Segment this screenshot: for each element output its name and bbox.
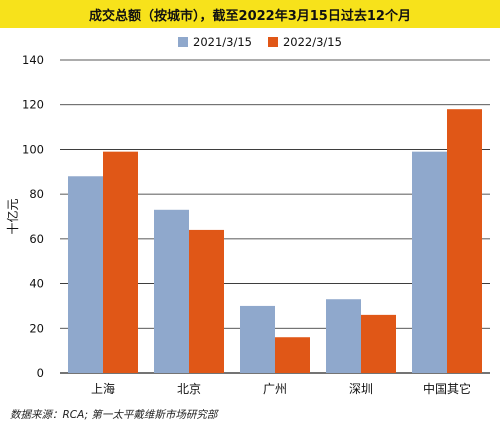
y-axis-label: 十亿元 — [5, 198, 20, 234]
legend-swatch-2022 — [267, 37, 278, 47]
bar-2022 — [275, 337, 310, 373]
legend: 2021/3/15 2022/3/15 — [178, 34, 358, 50]
legend-item-2021: 2021/3/15 — [178, 35, 252, 49]
legend-label-2021: 2021/3/15 — [193, 35, 252, 49]
x-tick-label: 北京 — [177, 382, 201, 396]
y-tick-label: 20 — [29, 321, 44, 335]
bar-2021 — [154, 209, 189, 373]
chart-title: 成交总额（按城市），截至2022年3月15日过去12个月 — [89, 9, 411, 24]
y-tick-label: 100 — [22, 142, 44, 156]
bar-2022 — [103, 151, 138, 373]
bar-2021 — [68, 176, 103, 373]
bar-2022 — [189, 229, 224, 373]
bar-2021 — [412, 151, 447, 373]
y-tick-label: 120 — [22, 98, 44, 112]
bar-2022 — [447, 109, 482, 373]
bar-2021 — [326, 299, 361, 373]
bar-2022 — [361, 314, 396, 373]
x-tick-label: 上海 — [91, 381, 115, 396]
x-tick-label: 深圳 — [349, 382, 373, 396]
legend-swatch-2021 — [178, 37, 188, 47]
bar-2021 — [240, 305, 275, 373]
x-tick-label: 广州 — [263, 382, 287, 396]
y-tick-label: 40 — [29, 277, 44, 291]
y-tick-label: 0 — [37, 366, 44, 380]
y-tick-label: 60 — [29, 232, 44, 246]
y-tick-label: 80 — [29, 187, 44, 201]
x-tick-label: 中国其它 — [423, 381, 471, 396]
source-note: 数据来源：RCA; 第一太平戴维斯市场研究部 — [10, 409, 218, 421]
y-tick-label: 140 — [22, 53, 44, 67]
legend-item-2022: 2022/3/15 — [267, 35, 342, 49]
legend-label-2022: 2022/3/15 — [282, 35, 342, 49]
title-bar — [0, 0, 500, 28]
